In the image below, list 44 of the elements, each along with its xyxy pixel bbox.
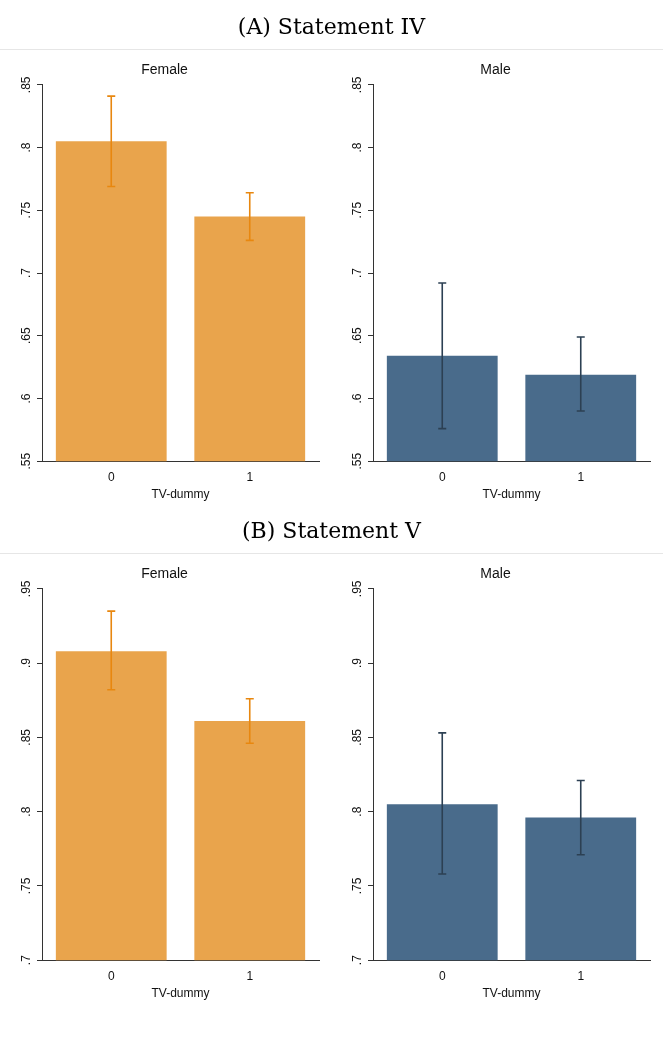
y-tick-label: .8 [350,142,365,153]
y-tick-label: .95 [19,580,34,598]
chart-title: Female [141,565,189,582]
x-tick-label: 0 [438,469,446,484]
y-tick-label: .55 [19,452,34,470]
y-tick-label: .75 [350,201,365,219]
y-tick-label: .8 [19,806,34,817]
y-tick-label: .85 [350,728,365,746]
x-tick-label: 0 [438,968,446,983]
x-tick-label: 0 [107,968,115,983]
y-tick-label: .75 [350,877,365,895]
x-axis-title: TV-dummy [482,487,541,502]
chart-title: Male [480,565,511,582]
y-tick-label: .6 [350,393,365,404]
x-tick-label: 0 [107,469,115,484]
y-tick-label: .95 [350,580,365,598]
chart-title: Male [480,61,511,78]
y-tick-label: .75 [19,877,34,895]
y-tick-label: .85 [350,76,365,94]
text: (B) Statement V [0,504,663,554]
x-tick-label: 1 [246,469,254,484]
y-tick-label: .85 [19,76,34,94]
x-tick-label: 1 [577,968,585,983]
x-axis-title: TV-dummy [151,487,210,502]
chart-title: Female [141,61,189,78]
x-tick-label: 1 [577,469,585,484]
y-tick-label: .7 [19,954,34,966]
x-axis-title: TV-dummy [151,986,210,1001]
y-tick-label: .65 [19,327,34,345]
y-tick-label: .9 [19,657,34,669]
x-tick-label: 1 [246,968,254,983]
y-tick-label: .7 [350,954,365,966]
y-tick-label: .75 [19,201,34,219]
y-tick-label: .9 [350,657,365,669]
y-tick-label: .6 [19,393,34,404]
y-tick-label: .7 [19,267,34,279]
y-tick-label: .7 [350,267,365,279]
y-tick-label: .85 [19,728,34,746]
y-tick-label: .55 [350,452,365,470]
y-tick-label: .8 [350,806,365,817]
y-tick-label: .8 [19,142,34,153]
text: (A) Statement IV [0,0,663,50]
y-tick-label: .65 [350,327,365,345]
x-axis-title: TV-dummy [482,986,541,1001]
